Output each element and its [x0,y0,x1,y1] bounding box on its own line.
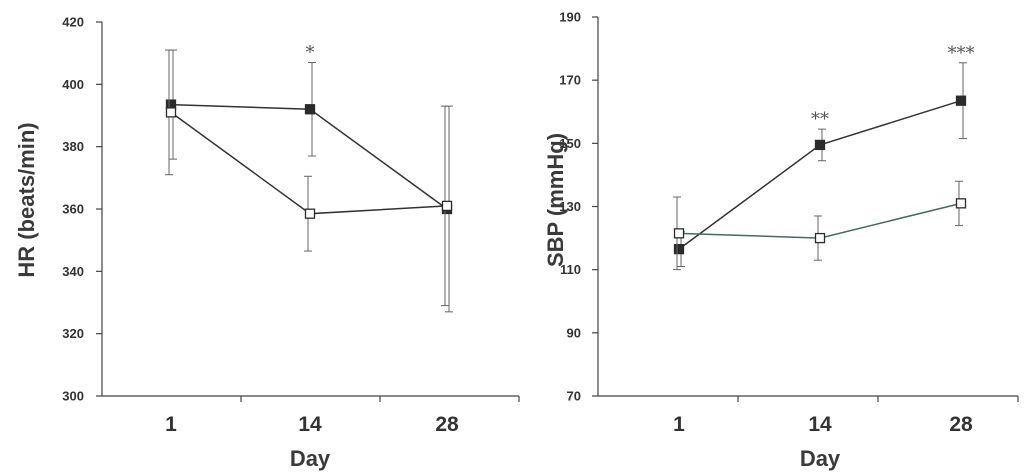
series-1 [165,49,453,313]
data-point-filled-square [304,104,316,115]
y-tick-label: 170 [559,73,581,88]
significance-marker: * [306,43,315,64]
x-tick-label: 1 [673,413,685,436]
data-point-filled-square [673,243,685,255]
y-tick-label: 70 [567,389,581,404]
y-tick-label: 110 [560,262,581,277]
y-tick-label: 380 [62,139,84,154]
x-tick-label: 28 [435,413,459,436]
x-axis-title: Day [800,446,841,471]
x-tick-label: 14 [298,413,322,436]
data-point-open-square [304,208,316,219]
series-2 [165,49,453,307]
x-tick-label: 1 [165,413,177,436]
series-1 [673,62,967,268]
data-point-open-square [814,232,826,244]
y-tick-label: 150 [559,136,581,151]
series-line [170,103,448,210]
y-tick-label: 130 [559,199,581,214]
data-point-open-square [441,200,453,212]
y-tick-label: 420 [62,15,84,30]
series-line [170,111,448,215]
y-tick-label: 300 [62,389,84,404]
data-point-filled-square [955,95,967,106]
data-point-open-square [673,228,685,239]
y-axis-title: HR (beats/min) [14,122,39,277]
series-line [678,202,962,239]
data-point-open-square [165,107,177,118]
y-axis-title: SBP (mmHg) [543,133,568,267]
x-tick-label: 14 [808,413,832,436]
y-tick-label: 400 [62,77,84,92]
y-tick-label: 340 [62,264,84,279]
y-tick-label: 190 [559,10,581,25]
y-tick-label: 90 [567,325,581,340]
data-point-open-square [955,198,967,209]
y-tick-label: 320 [62,326,84,341]
x-tick-label: 28 [949,413,973,436]
data-point-filled-square [814,139,826,151]
chart-panel-1: 300 320 340 360 380 400 420 1 14 28 Day HR (beats/m… [14,15,520,471]
significance-marker: *** [948,43,975,64]
x-axis-title: Day [290,446,331,471]
significance-marker: ** [811,109,829,130]
y-tick-label: 360 [62,202,84,217]
series-2 [673,180,967,271]
